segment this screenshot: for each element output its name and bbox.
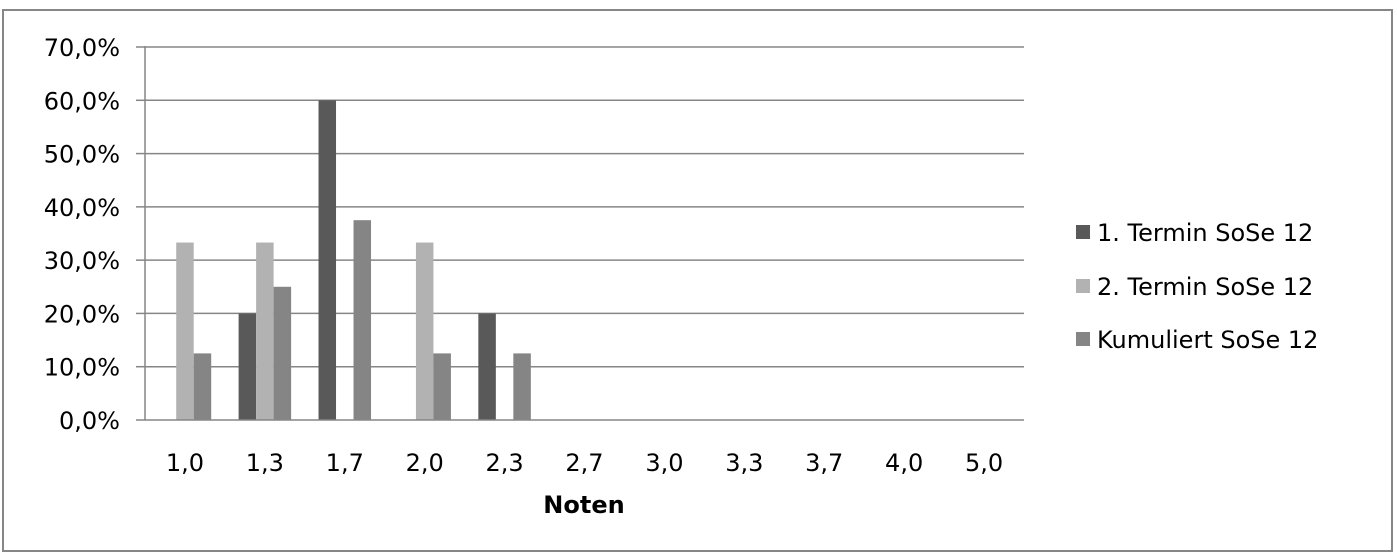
- bars: [176, 100, 531, 421]
- bar-kumuliert-sose-12-0: [193, 353, 212, 420]
- y-tick-label: 70,0%: [44, 34, 120, 62]
- x-tick-label: 2,7: [565, 449, 603, 477]
- legend-swatch: [1076, 225, 1090, 239]
- x-tick-label: 3,0: [645, 449, 683, 477]
- legend-swatch: [1076, 332, 1090, 346]
- x-tick-label: 3,3: [725, 449, 763, 477]
- y-tick-label: 0,0%: [59, 407, 120, 435]
- y-tick-label: 10,0%: [44, 354, 120, 382]
- y-tick-label: 40,0%: [44, 194, 120, 222]
- bar-1-termin-sose-12-1: [238, 313, 257, 420]
- bar-kumuliert-sose-12-3: [433, 353, 451, 420]
- x-tick-label: 2,0: [406, 449, 444, 477]
- y-tick-label: 20,0%: [44, 300, 120, 328]
- x-tick-label: 3,7: [805, 449, 843, 477]
- legend-label: 2. Termin SoSe 12: [1097, 273, 1313, 301]
- bar-kumuliert-sose-12-2: [353, 220, 372, 420]
- x-tick-label: 1,3: [246, 449, 284, 477]
- chart-frame: [2, 9, 1393, 552]
- x-tick-label: 4,0: [885, 449, 923, 477]
- bar-2-termin-sose-12-1: [256, 242, 274, 420]
- y-tick-label: 30,0%: [44, 247, 120, 275]
- bar-kumuliert-sose-12-4: [513, 353, 531, 420]
- y-tick-label: 60,0%: [44, 87, 120, 115]
- y-tick-label: 50,0%: [44, 141, 120, 169]
- bar-kumuliert-sose-12-1: [273, 286, 292, 420]
- y-axis-tick-labels: 0,0% 10,0% 20,0% 30,0% 40,0% 50,0% 60,0% 70,0%: [44, 34, 120, 435]
- x-axis-title: Noten: [543, 491, 624, 519]
- x-tick-label: 2,3: [486, 449, 524, 477]
- bar-2-termin-sose-12-0: [176, 242, 194, 420]
- x-tick-label: 5,0: [965, 449, 1003, 477]
- bar-1-termin-sose-12-4: [478, 313, 496, 420]
- legend-swatch: [1076, 279, 1090, 293]
- x-tick-label: 1,0: [166, 449, 204, 477]
- legend: 1. Termin SoSe 12 2. Termin SoSe 12 Kumuli…: [1076, 219, 1318, 354]
- legend-label: 1. Termin SoSe 12: [1097, 219, 1313, 247]
- x-axis-tick-labels: 1,0 1,3 1,7 2,0 2,3 2,7 3,0 3,3 3,7 4,0 5,0: [166, 449, 1003, 477]
- legend-label: Kumuliert SoSe 12: [1097, 326, 1318, 354]
- bar-1-termin-sose-12-2: [318, 100, 337, 421]
- axes: [144, 46, 1024, 421]
- x-tick-label: 1,7: [326, 449, 364, 477]
- gridlines: [136, 46, 1024, 421]
- bar-2-termin-sose-12-3: [415, 242, 434, 420]
